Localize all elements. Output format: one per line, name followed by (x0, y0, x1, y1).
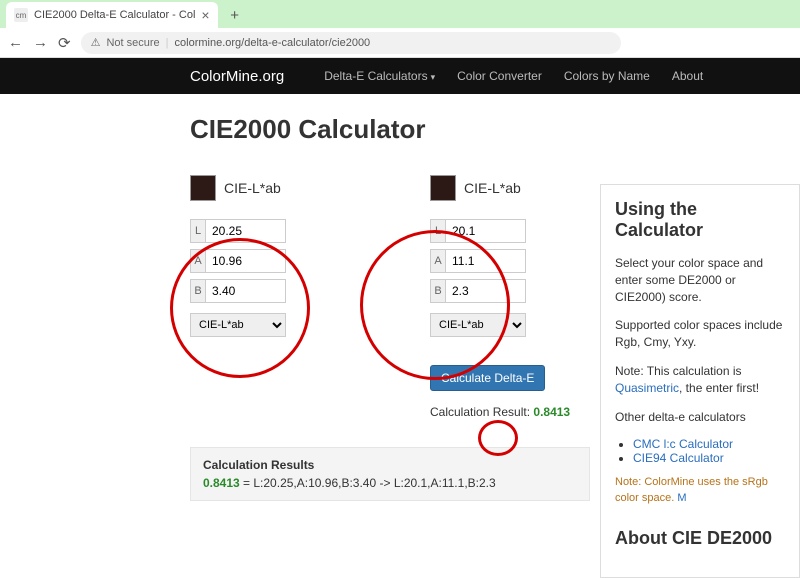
result-line: Calculation Result: 0.8413 (430, 405, 580, 419)
forward-icon[interactable]: → (33, 34, 48, 51)
nav-color-converter[interactable]: Color Converter (457, 69, 542, 83)
brand[interactable]: ColorMine.org (190, 68, 284, 85)
back-icon[interactable]: ← (8, 34, 23, 51)
cie94-link[interactable]: CIE94 Calculator (633, 451, 724, 465)
calculate-button[interactable]: Calculate Delta-E (430, 365, 545, 391)
quasimetric-link[interactable]: Quasimetric (615, 381, 679, 395)
results-detail: = L:20.25,A:10.96,B:3.40 -> L:20.1,A:11.… (240, 476, 496, 490)
security-warning-icon: ⚠ (91, 36, 101, 49)
sidebar-text: Note: This calculation is Quasimetric, t… (615, 363, 787, 397)
results-value: 0.8413 (203, 476, 240, 490)
result-value: 0.8413 (533, 405, 570, 419)
sidebar: Using the Calculator Select your color s… (600, 184, 800, 578)
label-b: B (190, 279, 206, 303)
color2-a-input[interactable] (446, 249, 526, 273)
results-box: Calculation Results 0.8413 = L:20.25,A:1… (190, 447, 590, 501)
color1-label: CIE-L*ab (224, 180, 281, 196)
color1-l-input[interactable] (206, 219, 286, 243)
browser-tabstrip: cm CIE2000 Delta-E Calculator - Col × + (0, 0, 800, 28)
sidebar-text: Supported color spaces include Rgb, Cmy,… (615, 317, 787, 351)
sidebar-text: Other delta-e calculators (615, 409, 787, 426)
color1-space-select[interactable]: CIE-L*ab (190, 313, 286, 337)
favicon: cm (14, 8, 28, 22)
color1-panel: CIE-L*ab L A B CIE-L*ab (190, 175, 340, 419)
new-tab-button[interactable]: + (224, 4, 246, 26)
results-header: Calculation Results (203, 458, 577, 472)
label-l: L (430, 219, 446, 243)
color2-b-input[interactable] (446, 279, 526, 303)
color2-panel: CIE-L*ab L A B CIE-L*ab Calculate Del (430, 175, 580, 419)
page-title: CIE2000 Calculator (190, 114, 600, 145)
url-field[interactable]: ⚠ Not secure | colormine.org/delta-e-cal… (81, 32, 621, 54)
color2-label: CIE-L*ab (464, 180, 521, 196)
url-text: colormine.org/delta-e-calculator/cie2000 (175, 37, 371, 49)
label-a: A (190, 249, 206, 273)
label-b: B (430, 279, 446, 303)
sidebar-text: Select your color space and enter some D… (615, 255, 787, 305)
address-bar: ← → ⟳ ⚠ Not secure | colormine.org/delta… (0, 28, 800, 58)
color1-swatch (190, 175, 216, 201)
color2-space-select[interactable]: CIE-L*ab (430, 313, 526, 337)
security-label: Not secure (106, 37, 159, 49)
nav-delta-e[interactable]: Delta-E Calculators▾ (324, 69, 435, 83)
main-content: CIE2000 Calculator CIE-L*ab L A B (0, 114, 600, 578)
nav-colors-by-name[interactable]: Colors by Name (564, 69, 650, 83)
label-l: L (190, 219, 206, 243)
color1-a-input[interactable] (206, 249, 286, 273)
color2-l-input[interactable] (446, 219, 526, 243)
color1-b-input[interactable] (206, 279, 286, 303)
sidebar-note: Note: ColorMine uses the sRgb color spac… (615, 475, 787, 506)
color2-swatch (430, 175, 456, 201)
site-navbar: ColorMine.org Delta-E Calculators▾ Color… (0, 58, 800, 94)
reload-icon[interactable]: ⟳ (58, 34, 71, 52)
cmc-link[interactable]: CMC l:c Calculator (633, 437, 733, 451)
sidebar-heading-2: About CIE DE2000 (615, 528, 787, 549)
close-icon[interactable]: × (201, 7, 209, 23)
sidebar-heading: Using the Calculator (615, 199, 787, 241)
label-a: A (430, 249, 446, 273)
tab-title: CIE2000 Delta-E Calculator - Col (34, 9, 195, 21)
more-link[interactable]: M (677, 492, 686, 504)
browser-tab[interactable]: cm CIE2000 Delta-E Calculator - Col × (6, 2, 218, 28)
nav-about[interactable]: About (672, 69, 703, 83)
